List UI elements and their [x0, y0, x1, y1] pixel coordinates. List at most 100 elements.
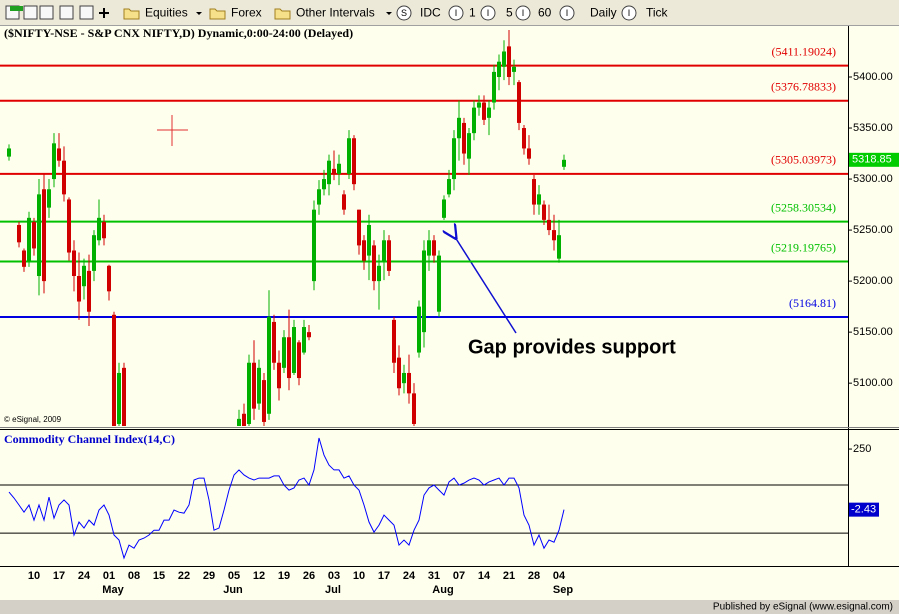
candle-body	[287, 337, 291, 379]
toolbar-icon-label: S	[401, 8, 407, 18]
toolbar-icon-label: I	[455, 8, 458, 18]
candle-body	[522, 128, 526, 149]
toolbar-item[interactable]: Equities	[145, 6, 188, 20]
level-label: (5411.19024)	[771, 44, 836, 58]
candle-body	[412, 393, 416, 424]
x-tick-label: 08	[128, 570, 140, 582]
y-tick-label: 5150.00	[853, 326, 893, 338]
candle-body	[272, 321, 276, 363]
x-tick-label: 21	[503, 570, 515, 582]
toolbar-icon	[396, 5, 412, 21]
x-tick-label: 10	[28, 570, 40, 582]
toolbar-icon	[448, 5, 464, 21]
candle-body	[532, 179, 536, 205]
candle-body	[437, 255, 441, 312]
x-tick-label: 28	[528, 570, 540, 582]
candle-body	[422, 250, 426, 333]
cci-plot	[0, 437, 848, 560]
candle-body	[277, 362, 281, 389]
candle-body	[247, 362, 251, 424]
chart-background	[0, 26, 899, 600]
price-plot	[0, 30, 848, 426]
candle-body	[92, 235, 96, 271]
month-label: May	[102, 584, 124, 596]
candle-body	[562, 159, 566, 167]
annotation: Gap provides support	[468, 336, 676, 358]
candle-body	[282, 337, 286, 368]
toolbar-icon	[559, 5, 575, 21]
x-tick-label: 26	[303, 570, 315, 582]
candle-body	[97, 217, 101, 241]
candle-body	[307, 332, 311, 338]
candle-body	[497, 61, 501, 78]
status-bar	[0, 600, 899, 614]
toolbar-item[interactable]: 60	[538, 6, 552, 20]
candle-body	[62, 160, 66, 195]
last-value-tag	[849, 502, 879, 517]
candle-body	[557, 235, 561, 259]
footer: Published by eSignal (www.esignal.com)	[713, 602, 893, 613]
candle-body	[242, 413, 246, 426]
toolbar-item[interactable]: Forex	[231, 6, 262, 20]
level-label: (5305.03973)	[771, 153, 836, 167]
candle-body	[22, 250, 26, 267]
candle-body	[72, 250, 76, 277]
candle-body	[482, 102, 486, 120]
candle-body	[342, 194, 346, 210]
candle-body	[42, 189, 46, 282]
toolbar-item[interactable]: IDC	[420, 6, 441, 20]
toolbar-icon-label: I	[487, 8, 490, 18]
candle-body	[112, 314, 116, 426]
candle-body	[487, 107, 491, 118]
dropdown-arrow	[196, 12, 202, 15]
candle-body	[367, 224, 371, 256]
toolbar-item[interactable]: Tick	[646, 6, 669, 20]
y-tick-label: 5250.00	[853, 224, 893, 236]
month-label: Sep	[553, 584, 573, 596]
x-tick-label: 03	[328, 570, 340, 582]
candle-body	[292, 327, 296, 373]
x-tick-label: 19	[278, 570, 290, 582]
candle-body	[372, 245, 376, 282]
candle-body	[387, 240, 391, 271]
toolbar-item[interactable]: Other Intervals	[296, 6, 375, 20]
candle-body	[117, 372, 121, 424]
candle-body	[547, 219, 551, 231]
candle-body	[362, 240, 366, 261]
candle-body	[237, 418, 241, 426]
candle-body	[442, 199, 446, 218]
toolbar-item[interactable]: 1	[469, 6, 476, 20]
candle-body	[402, 372, 406, 384]
x-tick-label: 10	[353, 570, 365, 582]
candle-body	[32, 221, 36, 249]
x-tick-label: 17	[378, 570, 390, 582]
candle-body	[317, 189, 321, 205]
candle-body	[377, 265, 381, 282]
cci-line	[8, 437, 565, 560]
candle-body	[267, 316, 271, 414]
candle-body	[407, 372, 411, 394]
last-price-tag	[849, 152, 899, 167]
chart-title: ($NIFTY-NSE - S&P CNX NIFTY,D) Dynamic,0…	[4, 26, 353, 40]
toolbar-item[interactable]: Daily	[590, 6, 617, 20]
candle-body	[392, 319, 396, 363]
candle-body	[357, 209, 361, 246]
candle-body	[452, 138, 456, 180]
candle-body	[502, 51, 506, 67]
toolbar-icon-label: I	[522, 8, 525, 18]
toolbar-item[interactable]: 5	[506, 6, 513, 20]
candle-body	[252, 362, 256, 409]
candle-body	[472, 107, 476, 134]
candle-body	[52, 143, 56, 180]
dropdown-arrow	[386, 12, 392, 15]
candle-body	[7, 148, 11, 157]
candle-body	[107, 265, 111, 292]
candle-body	[467, 133, 471, 159]
y-tick-label: 5300.00	[853, 173, 893, 185]
candle-body	[82, 265, 86, 287]
x-tick-label: 24	[78, 570, 91, 582]
candle-body	[337, 163, 341, 174]
candle-body	[57, 148, 61, 161]
candle-body	[352, 138, 356, 185]
